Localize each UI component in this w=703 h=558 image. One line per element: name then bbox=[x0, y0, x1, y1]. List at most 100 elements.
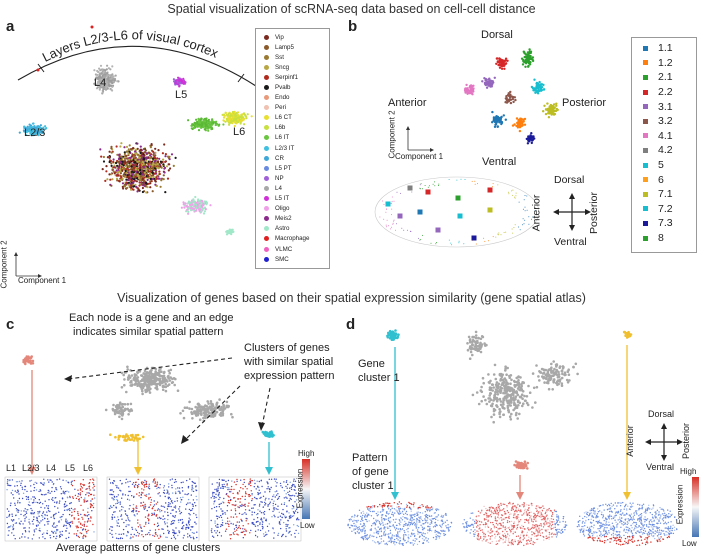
expression-dot bbox=[283, 521, 285, 524]
expression-dot bbox=[260, 517, 263, 519]
embryo-cell bbox=[492, 236, 494, 238]
gene-node bbox=[196, 409, 200, 413]
cell-point bbox=[138, 181, 141, 184]
expression-dot bbox=[229, 538, 232, 540]
expression-dot bbox=[21, 486, 23, 488]
embryo-cell bbox=[411, 191, 413, 193]
expression-dot bbox=[69, 521, 71, 524]
layer-label: L1 bbox=[6, 463, 17, 473]
cell-point bbox=[123, 152, 126, 156]
expression-dot bbox=[264, 499, 266, 501]
embryo-cell bbox=[532, 216, 534, 218]
expression-dot bbox=[111, 518, 113, 520]
expression-dot bbox=[93, 483, 95, 486]
expression-dot bbox=[25, 531, 27, 533]
cell-point bbox=[142, 173, 145, 176]
expression-dot bbox=[36, 517, 38, 520]
arc-tick-right bbox=[237, 73, 245, 83]
expression-dot bbox=[18, 509, 20, 512]
embryo-cell bbox=[512, 194, 514, 196]
expression-dot bbox=[146, 485, 148, 488]
cell-point bbox=[202, 212, 206, 215]
embryo-cell bbox=[386, 226, 388, 228]
legend-a-item: Vip bbox=[256, 32, 329, 42]
expression-dot bbox=[33, 511, 35, 514]
expression-dot bbox=[182, 537, 184, 539]
cell-point bbox=[493, 76, 496, 79]
expression-dot bbox=[38, 490, 40, 493]
cell-point bbox=[136, 160, 139, 163]
expression-dot bbox=[176, 497, 178, 499]
expression-dot bbox=[17, 491, 19, 493]
cell-point bbox=[141, 190, 144, 194]
expression-dot bbox=[191, 480, 193, 483]
cell-point bbox=[214, 123, 218, 126]
cell-point bbox=[494, 123, 498, 126]
cell-point bbox=[525, 55, 528, 58]
expression-dot bbox=[236, 492, 239, 494]
expression-dot bbox=[89, 520, 91, 522]
expression-dot bbox=[297, 525, 300, 528]
expression-dot bbox=[176, 500, 179, 502]
expression-dot bbox=[117, 537, 120, 540]
expression-dot bbox=[156, 525, 159, 528]
cell-point bbox=[153, 172, 156, 175]
gene-node bbox=[194, 405, 197, 409]
expression-dot bbox=[277, 516, 279, 518]
panel-b-letter: b bbox=[348, 18, 358, 35]
expression-dot bbox=[168, 502, 170, 504]
cell-point bbox=[142, 175, 145, 178]
expression-dot bbox=[290, 488, 293, 491]
cell-point bbox=[211, 127, 214, 130]
expression-dot bbox=[39, 482, 42, 484]
expression-dot bbox=[146, 509, 148, 512]
expression-dot bbox=[56, 525, 58, 527]
expression-dot bbox=[84, 528, 87, 531]
cell-point bbox=[201, 208, 204, 211]
expression-dot bbox=[134, 515, 136, 517]
cell-point bbox=[98, 88, 101, 91]
legend-a-label: L5 IT bbox=[275, 195, 290, 203]
expression-dot bbox=[230, 485, 233, 488]
expression-dot bbox=[83, 525, 86, 527]
cell-point bbox=[134, 161, 137, 164]
expression-dot bbox=[138, 510, 140, 513]
cell-point bbox=[182, 81, 185, 85]
expression-dot bbox=[279, 523, 281, 525]
cell-point bbox=[172, 78, 175, 81]
cell-point bbox=[143, 169, 146, 172]
expression-dot bbox=[130, 533, 132, 536]
expression-dot bbox=[131, 528, 134, 530]
expression-dot bbox=[26, 509, 28, 511]
expression-dot bbox=[144, 503, 146, 506]
expression-dot bbox=[219, 496, 221, 499]
cell-point bbox=[107, 79, 110, 82]
expression-dot bbox=[283, 502, 286, 504]
expression-dot bbox=[16, 510, 18, 512]
expression-dot bbox=[256, 536, 259, 538]
embryo-cell bbox=[401, 227, 403, 229]
expression-dot bbox=[264, 504, 266, 506]
expression-dot bbox=[272, 505, 274, 507]
panel-c-network bbox=[22, 355, 275, 475]
expression-dot bbox=[236, 478, 238, 481]
cell-point bbox=[99, 148, 102, 151]
expression-dot bbox=[271, 516, 273, 518]
cell-point bbox=[207, 118, 210, 121]
expression-dot bbox=[145, 495, 147, 497]
cell-point bbox=[129, 156, 132, 159]
expression-dot bbox=[251, 499, 253, 502]
cell-point bbox=[536, 87, 540, 90]
expression-dot bbox=[144, 479, 146, 482]
expression-dot bbox=[74, 508, 76, 510]
cell-point bbox=[506, 59, 509, 62]
expression-dot bbox=[118, 525, 121, 527]
expression-dot bbox=[293, 478, 295, 480]
expression-dot bbox=[288, 515, 291, 518]
embryo-cell bbox=[388, 225, 389, 227]
expression-dot bbox=[44, 494, 46, 496]
cell-point bbox=[552, 103, 556, 106]
legend-a-swatch bbox=[264, 206, 269, 212]
cell-point bbox=[130, 170, 134, 173]
cell-point bbox=[39, 127, 43, 130]
